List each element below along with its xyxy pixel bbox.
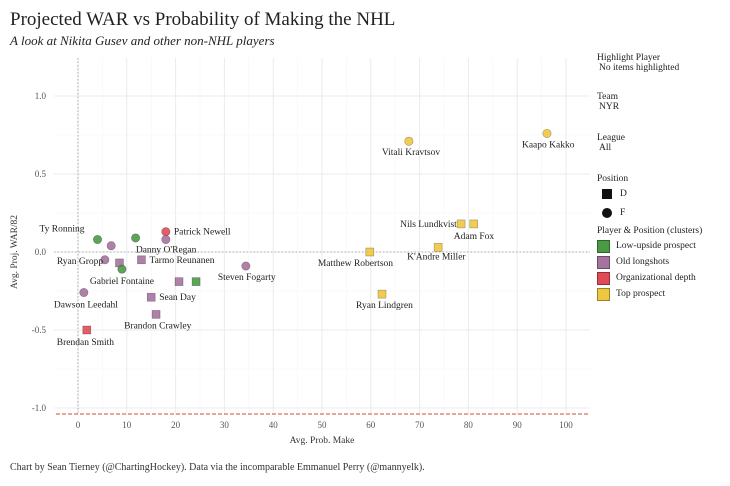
data-point-square	[469, 219, 479, 229]
legend-team-title: Team	[597, 92, 618, 102]
point-label: Matthew Robertson	[318, 259, 393, 269]
cluster-swatch-low-upside	[597, 239, 610, 253]
point-label: Ty Ronning	[40, 225, 85, 235]
data-points	[79, 128, 552, 335]
cluster-swatch-old-longshots	[597, 255, 610, 269]
legend-league-filter[interactable]: League All	[597, 133, 625, 153]
data-point-square	[365, 247, 375, 257]
point-label: Ryan Lindgren	[356, 301, 413, 311]
point-label: Danny O'Regan	[136, 246, 197, 256]
data-point-square	[433, 243, 443, 252]
data-point-square	[151, 310, 161, 319]
data-point-square	[82, 325, 92, 335]
legend-position-f[interactable]: F	[597, 203, 628, 222]
chart-caption: Chart by Sean Tierney (@ChartingHockey).…	[10, 462, 425, 473]
legend-league-title: League	[597, 133, 625, 143]
point-label: Brendan Smith	[57, 338, 115, 348]
point-label: Brandon Crawley	[124, 321, 192, 331]
x-axis-label: Avg. Prob. Make	[290, 436, 355, 446]
legend-clusters: Player & Position (clusters) Low-upside …	[597, 226, 702, 302]
data-point-circle	[79, 288, 89, 298]
data-point-circle	[404, 136, 414, 146]
square-icon	[602, 188, 612, 199]
y-axis-ticks: 1.0 0.5 0.0 -0.5 -1.0	[32, 91, 47, 413]
y-tick-label: 0.0	[35, 247, 47, 257]
data-point-circle	[161, 227, 171, 237]
point-label: Sean Day	[159, 293, 196, 303]
y-tick-label: 1.0	[35, 91, 47, 101]
point-label: Nils Lundkvist	[400, 220, 457, 230]
cluster-swatch-top-prospect	[597, 287, 610, 301]
data-point-square	[377, 289, 387, 299]
data-point-circle	[161, 235, 171, 245]
point-label: Ryan Gropp	[57, 257, 104, 267]
x-tick-label: 20	[171, 420, 181, 430]
point-labels: Ty Ronning Patrick Newell Danny O'Regan Rya…	[40, 140, 575, 348]
point-label: Patrick Newell	[174, 228, 231, 238]
cluster-swatch-organizational-depth	[597, 271, 610, 285]
legend-position-title: Position	[597, 174, 629, 184]
legend-cluster-label: Old longshots	[616, 257, 670, 267]
legend-cluster-3[interactable]: Top prospect	[597, 286, 702, 302]
x-tick-label: 50	[318, 420, 328, 430]
data-point-square	[137, 255, 146, 265]
legend-position-d[interactable]: D	[597, 184, 628, 203]
legend-cluster-label: Low-upside prospect	[616, 241, 696, 251]
data-point-square	[191, 277, 201, 286]
data-point-circle	[117, 264, 127, 274]
y-tick-label: 0.5	[35, 169, 47, 179]
legend-cluster-label: Top prospect	[616, 289, 666, 299]
data-point-circle	[241, 261, 251, 271]
data-point-circle	[542, 128, 552, 138]
chart-title: Projected WAR vs Probability of Making t…	[10, 9, 396, 30]
grid-lines	[54, 58, 590, 415]
legend-position: Position D F	[597, 174, 628, 222]
point-label: Steven Fogarty	[218, 273, 276, 283]
x-tick-label: 60	[366, 420, 376, 430]
y-tick-label: -1.0	[32, 403, 47, 413]
x-tick-label: 40	[269, 420, 279, 430]
x-tick-label: 90	[513, 420, 523, 430]
legend-cluster-0[interactable]: Low-upside prospect	[597, 238, 702, 254]
data-point-circle	[131, 233, 141, 243]
y-tick-label: -0.5	[32, 325, 47, 335]
point-label: K'Andre Miller	[407, 252, 466, 262]
y-axis-label: Avg. Proj. WAR/82	[10, 215, 20, 289]
chart-subtitle: A look at Nikita Gusev and other non-NHL…	[10, 33, 275, 48]
legend-cluster-2[interactable]: Organizational depth	[597, 270, 702, 286]
legend-highlight-player[interactable]: Highlight Player No items highlighted	[597, 53, 679, 73]
legend-highlight-title: Highlight Player	[597, 53, 661, 63]
x-axis-ticks: 0 10 20 30 40 50 60 70 80 90 100	[76, 420, 574, 430]
reference-lines	[54, 58, 590, 415]
data-point-circle	[106, 241, 116, 251]
point-label: Tarmo Reunanen	[149, 256, 214, 266]
x-tick-label: 70	[415, 420, 425, 430]
data-point-circle	[93, 235, 103, 245]
legend-team-value[interactable]: NYR	[599, 102, 620, 112]
point-label: Kaapo Kakko	[522, 140, 575, 150]
legend-position-d-label: D	[620, 188, 627, 199]
point-label: Gabriel Fontaine	[90, 277, 154, 287]
x-tick-label: 10	[122, 420, 132, 430]
legend-team-filter[interactable]: Team NYR	[597, 92, 619, 112]
point-label: Dawson Leedahl	[54, 301, 118, 311]
legend-cluster-title: Player & Position (clusters)	[597, 226, 703, 236]
x-tick-label: 0	[76, 420, 81, 430]
point-label: Vitali Kravtsov	[382, 148, 441, 158]
point-label: Adam Fox	[454, 232, 495, 242]
x-tick-label: 100	[559, 420, 573, 430]
legend-cluster-label: Organizational depth	[616, 273, 696, 283]
legend-position-f-label: F	[620, 207, 626, 218]
x-tick-label: 80	[464, 420, 474, 430]
data-point-circle	[100, 255, 110, 265]
legend-league-value[interactable]: All	[599, 143, 612, 153]
data-point-square	[174, 277, 184, 286]
data-point-square	[146, 292, 156, 302]
circle-icon	[602, 207, 612, 218]
x-tick-label: 30	[220, 420, 230, 430]
legend-highlight-value[interactable]: No items highlighted	[599, 63, 680, 73]
legend-cluster-1[interactable]: Old longshots	[597, 254, 702, 270]
data-point-square	[456, 219, 466, 229]
